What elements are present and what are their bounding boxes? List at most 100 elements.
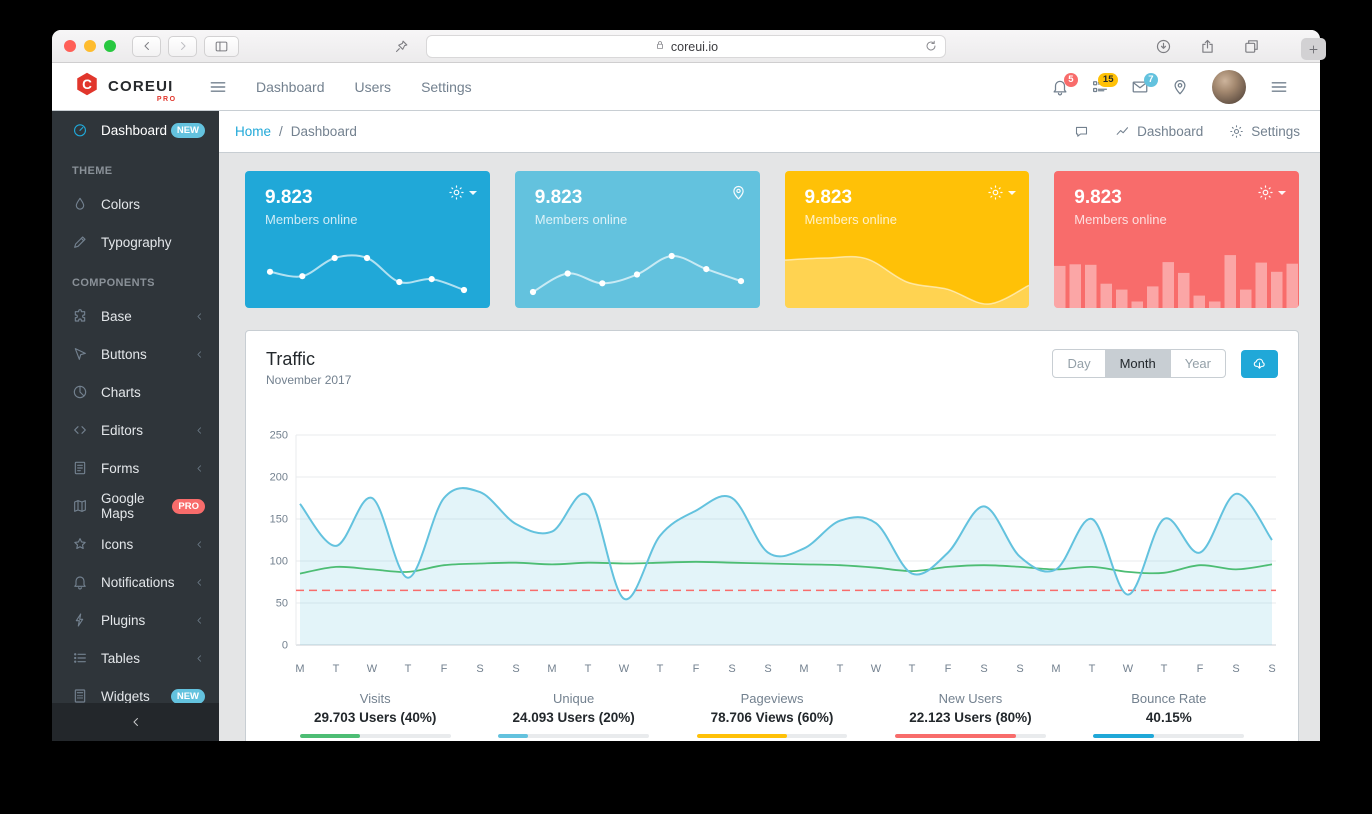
sidebar-item-plugins[interactable]: Plugins: [52, 601, 219, 639]
notification-badge: 15: [1098, 72, 1118, 88]
stat-value: 22.123 Users (80%): [909, 710, 1032, 725]
card-menu-button[interactable]: [730, 184, 747, 201]
gear-icon: [987, 184, 1004, 201]
stat-card: 9.823 Members online: [245, 171, 490, 308]
download-chart-button[interactable]: [1241, 349, 1278, 378]
sidebar-item-forms[interactable]: Forms: [52, 449, 219, 487]
breadcrumb-action-dashboard[interactable]: Dashboard: [1115, 124, 1203, 139]
main-area: Home / Dashboard Dashboard Settings 9.823…: [219, 111, 1320, 741]
code-icon: [72, 422, 88, 438]
header-actions: 5 15 7: [1040, 69, 1320, 104]
chevron-left-icon: [140, 39, 154, 53]
puzzle-icon: [72, 308, 88, 324]
refresh-button[interactable]: [924, 39, 938, 56]
browser-sidebar-toggle-button[interactable]: [204, 35, 239, 57]
card-menu-button[interactable]: [987, 184, 1017, 201]
zoom-window-button[interactable]: [104, 40, 116, 52]
range-month-button[interactable]: Month: [1104, 349, 1171, 378]
bell-icon: [72, 574, 88, 590]
sidebar-item-colors[interactable]: Colors: [52, 185, 219, 223]
chevron-left-icon: [194, 653, 205, 664]
back-button[interactable]: [132, 35, 161, 57]
breadcrumb-separator: /: [279, 124, 283, 139]
browser-toolbar: coreui.io: [52, 30, 1320, 63]
breadcrumb-home-link[interactable]: Home: [235, 124, 272, 139]
header-nav-dashboard[interactable]: Dashboard: [256, 78, 325, 95]
sidebar-badge: NEW: [170, 122, 205, 138]
sidebar-item-icons[interactable]: Icons: [52, 525, 219, 563]
chevron-left-icon: [194, 311, 205, 322]
sidebar-section-title: THEME: [72, 165, 113, 177]
sidebar-item-editors[interactable]: Editors: [52, 411, 219, 449]
page-content: 9.823 Members online 9.823 Members onlin…: [219, 153, 1320, 741]
header-nav-settings[interactable]: Settings: [421, 78, 472, 95]
breadcrumb-action-settings[interactable]: Settings: [1229, 124, 1300, 139]
sidebar-toggler-button[interactable]: [208, 77, 228, 97]
sidebar-item-base[interactable]: Base: [52, 297, 219, 335]
sidebar-item-buttons[interactable]: Buttons: [52, 335, 219, 373]
star-icon: [72, 536, 88, 552]
svg-text:S: S: [1268, 663, 1275, 675]
sidebar-item-label: Plugins: [101, 612, 146, 628]
coreui-logo[interactable]: C COREUI PRO: [52, 71, 202, 103]
stat-value: 29.703 Users (40%): [314, 710, 437, 725]
close-window-button[interactable]: [64, 40, 76, 52]
new-tab-button[interactable]: [1301, 38, 1326, 60]
pinned-tab-icon[interactable]: [394, 39, 409, 54]
downloads-button[interactable]: [1155, 38, 1172, 55]
header-notifications-button[interactable]: 5: [1040, 72, 1080, 96]
card-sparkline-chart: [264, 251, 470, 297]
traffic-card-header: Traffic November 2017 Day Month Year: [266, 349, 1278, 387]
map-icon: [72, 498, 88, 514]
traffic-card: Traffic November 2017 Day Month Year 0 50 10…: [245, 330, 1299, 741]
sidebar-badge: PRO: [172, 498, 205, 514]
header-tasks-button[interactable]: 15: [1080, 72, 1120, 96]
svg-text:S: S: [980, 663, 987, 675]
header-nav-users[interactable]: Users: [354, 78, 392, 95]
stat-progress-bar: [1093, 734, 1245, 738]
aside-menu-toggler-button[interactable]: [1258, 77, 1300, 97]
sidebar-item-notifications[interactable]: Notifications: [52, 563, 219, 601]
svg-text:250: 250: [270, 430, 288, 442]
traffic-stat-unique: Unique 24.093 Users (20%): [474, 691, 672, 738]
sidebar-item-charts[interactable]: Charts: [52, 373, 219, 411]
app-body: Dashboard NEW THEME Colors Typography CO…: [52, 111, 1320, 741]
sidebar-item-widgets[interactable]: Widgets NEW: [52, 677, 219, 703]
sidebar-item-label: Tables: [101, 650, 141, 666]
minimize-window-button[interactable]: [84, 40, 96, 52]
stat-progress-bar: [895, 734, 1046, 738]
address-bar[interactable]: coreui.io: [426, 35, 946, 58]
sidebar-item-typography[interactable]: Typography: [52, 223, 219, 261]
svg-text:50: 50: [276, 598, 288, 610]
share-button[interactable]: [1199, 38, 1216, 55]
menu-icon: [208, 77, 228, 97]
svg-text:200: 200: [270, 472, 288, 484]
card-menu-button[interactable]: [1257, 184, 1286, 201]
sidebar-item-label: Forms: [101, 460, 140, 476]
forward-button[interactable]: [168, 35, 197, 57]
svg-text:T: T: [333, 663, 340, 675]
tab-overview-button[interactable]: [1243, 38, 1260, 55]
header-messages-button[interactable]: 7: [1120, 72, 1160, 96]
pencil-icon: [72, 234, 88, 250]
range-day-button[interactable]: Day: [1052, 349, 1106, 378]
sidebar-minimizer-button[interactable]: [52, 703, 219, 741]
range-year-button[interactable]: Year: [1169, 349, 1226, 378]
card-menu-button[interactable]: [448, 184, 477, 201]
sidebar-item-dashboard[interactable]: Dashboard NEW: [52, 111, 219, 149]
stat-progress-bar: [299, 734, 451, 738]
user-avatar[interactable]: [1212, 69, 1246, 104]
breadcrumb-action-comment[interactable]: [1074, 124, 1089, 139]
speedometer-icon: [72, 122, 88, 138]
calculator-icon: [72, 688, 88, 703]
sidebar-item-google-maps[interactable]: Google Maps PRO: [52, 487, 219, 525]
sidebar-item-label: Google Maps: [101, 491, 145, 521]
breadcrumb-actions: Dashboard Settings: [1074, 124, 1300, 139]
tabs-stack-icon: [1243, 38, 1260, 55]
app-header: C COREUI PRO Dashboard Users Settings 5 15 7: [52, 63, 1320, 111]
sidebar-nav: Dashboard NEW THEME Colors Typography CO…: [52, 111, 219, 703]
sidebar-item-tables[interactable]: Tables: [52, 639, 219, 677]
browser-window: coreui.io C COREUI PRO Dashboard Users Sett…: [52, 30, 1320, 741]
traffic-controls: Day Month Year: [1052, 349, 1278, 378]
header-location-button[interactable]: [1160, 78, 1200, 96]
